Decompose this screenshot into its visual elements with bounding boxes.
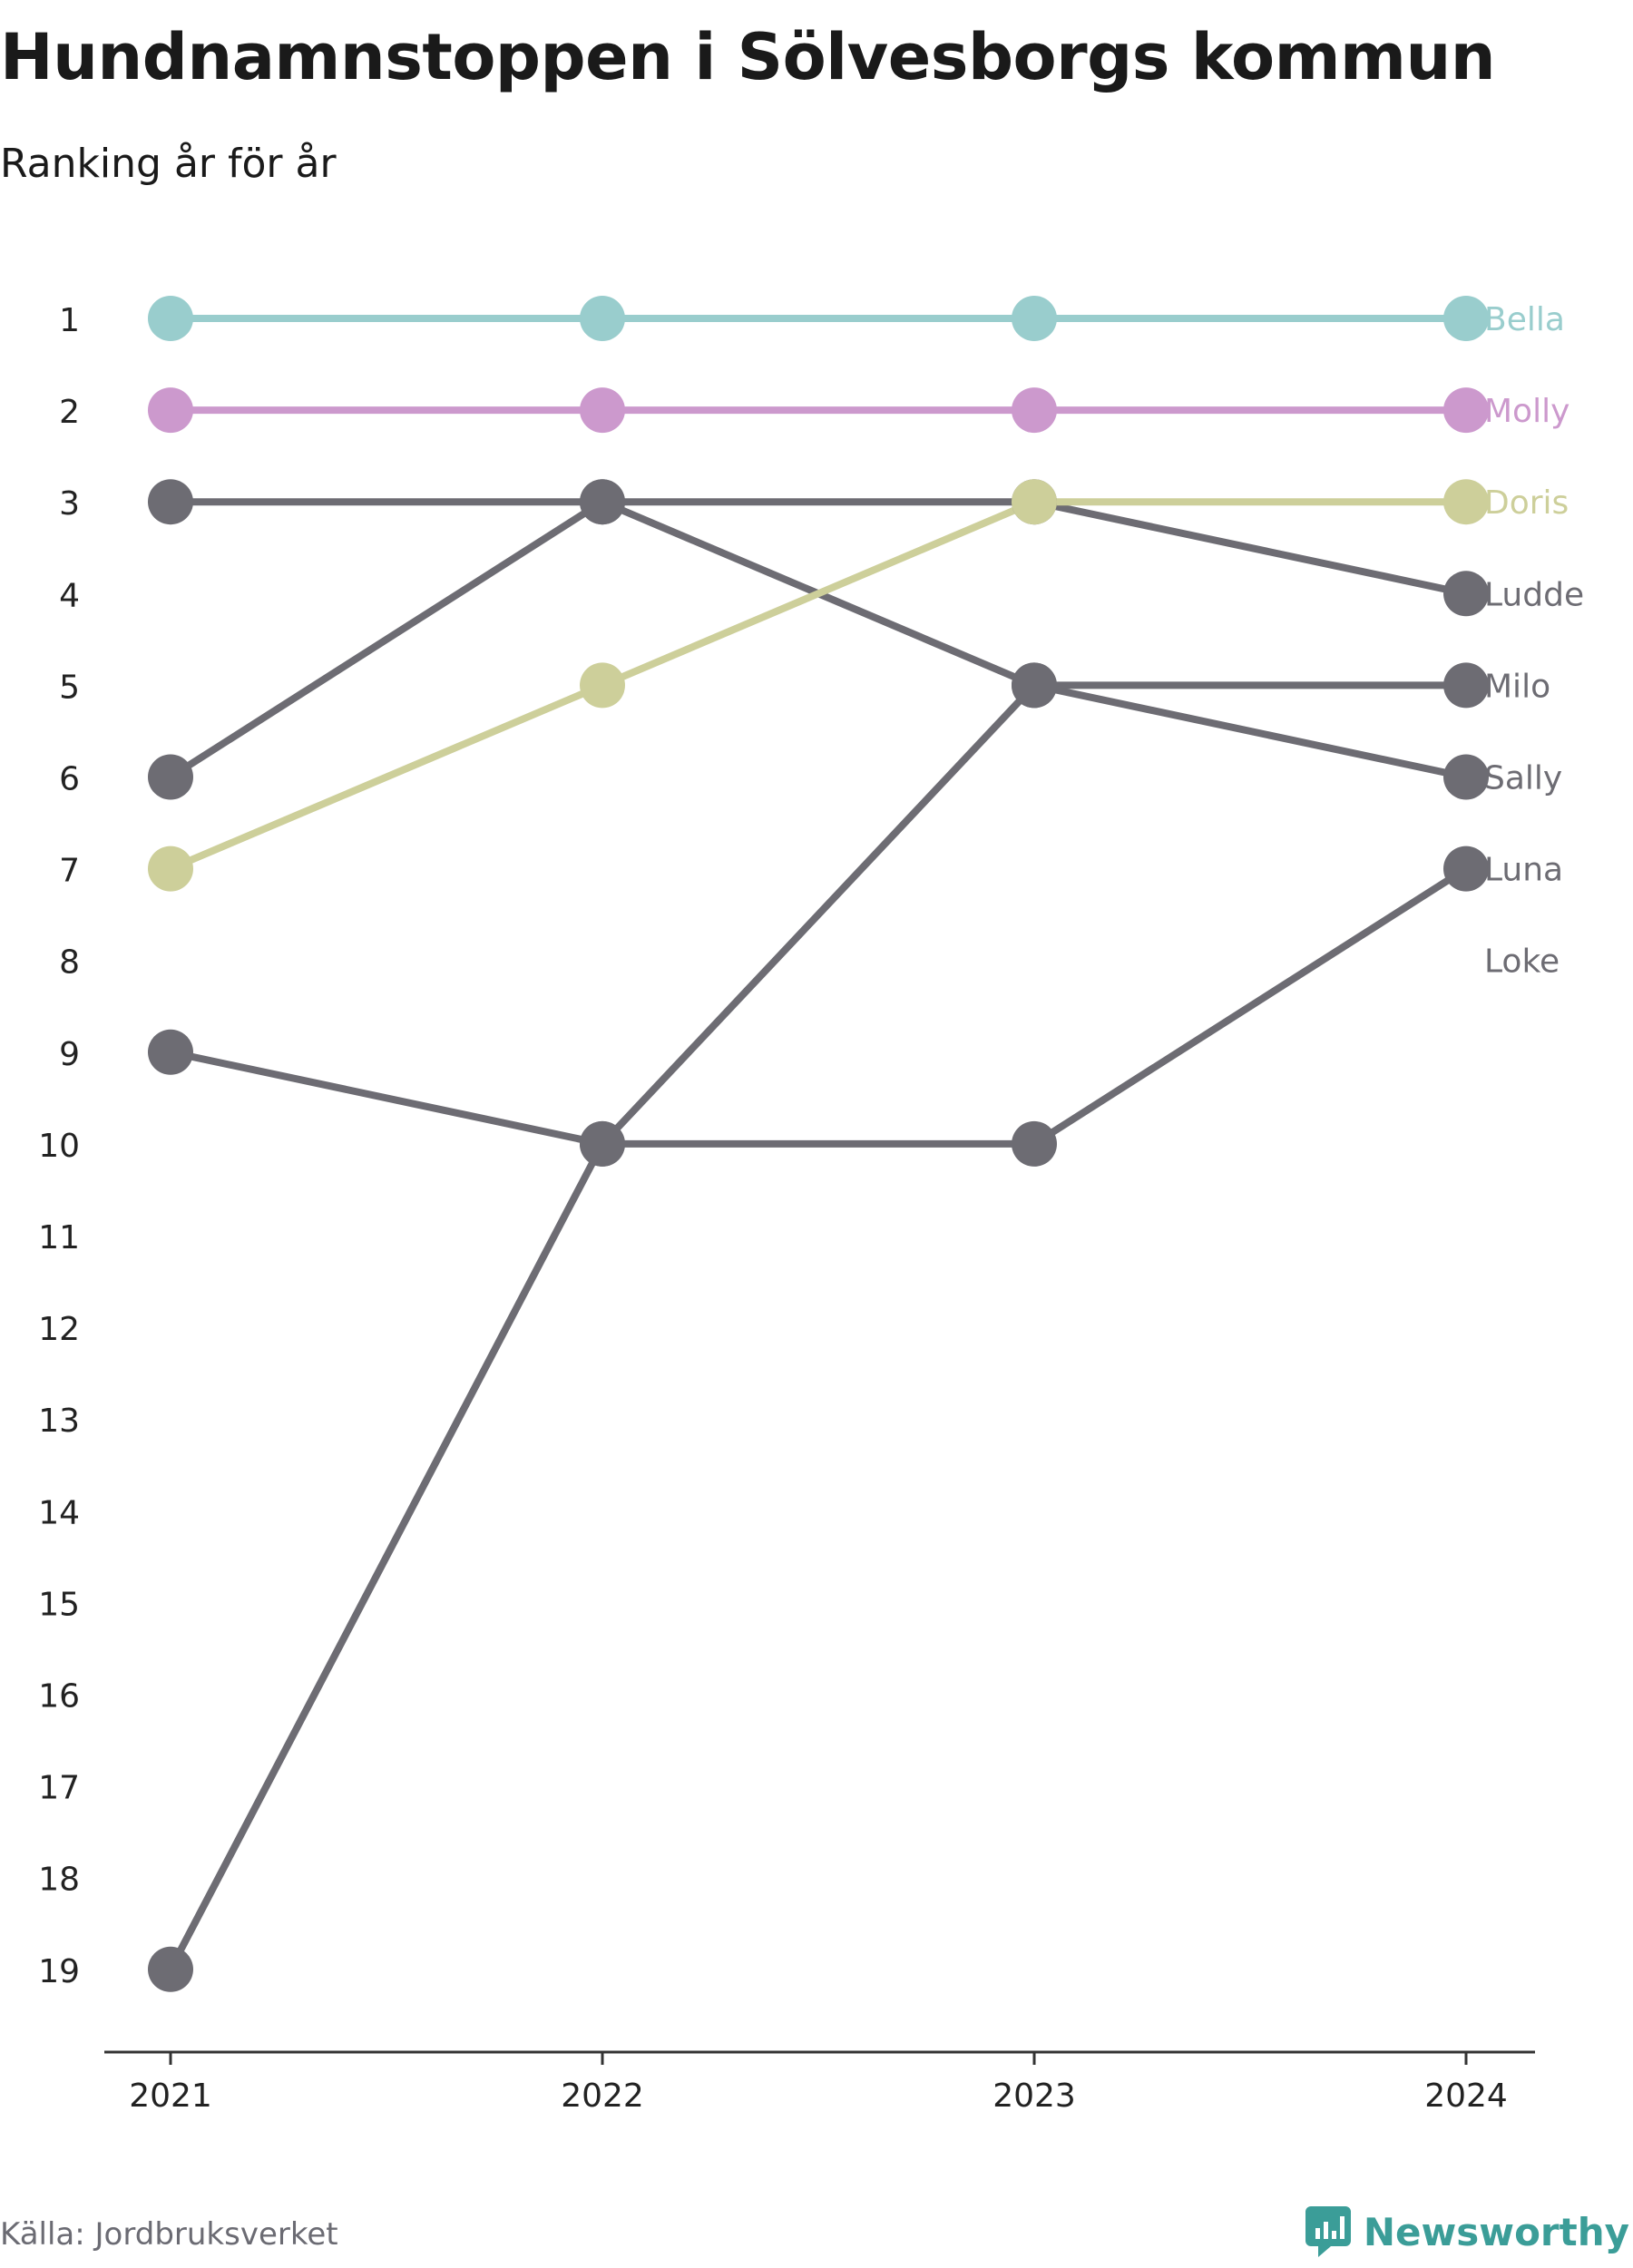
data-point-molly	[1443, 387, 1489, 434]
y-tick-label: 9	[59, 1036, 80, 1073]
data-point-luna	[1443, 846, 1489, 892]
data-point-molly	[148, 387, 193, 434]
data-point-bella	[1443, 296, 1489, 341]
y-tick-label: 4	[59, 577, 80, 614]
series-line-milo	[167, 681, 1470, 1973]
data-point-sally	[148, 479, 193, 525]
x-tick-label: 2023	[993, 2077, 1076, 2115]
series-label-bella: Bella	[1484, 301, 1565, 338]
data-point-bella	[580, 296, 625, 341]
data-point-sally	[580, 479, 625, 525]
x-tick-label: 2022	[561, 2077, 644, 2115]
data-point-bella	[1012, 296, 1057, 341]
data-point-molly	[580, 387, 625, 434]
series-line-ludde	[167, 498, 1470, 781]
data-point-milo	[1443, 662, 1489, 709]
data-point-doris	[580, 662, 625, 709]
data-point-bella	[148, 296, 193, 341]
series-labels: Ludde Milo Sally Luna Loke Doris Molly Bella	[1484, 301, 1584, 981]
y-tick-label: 1	[59, 302, 80, 339]
y-tick-label: 15	[38, 1586, 80, 1623]
series-label-sally: Sally	[1484, 760, 1562, 797]
data-point-milo	[148, 1946, 193, 1992]
series-lines	[167, 315, 1470, 1973]
y-tick-label: 19	[38, 1953, 80, 1990]
series-label-doris: Doris	[1484, 484, 1569, 522]
data-point-ludde	[148, 754, 193, 800]
y-tick-label: 8	[59, 944, 80, 982]
data-point-luna	[580, 1120, 625, 1167]
y-tick-label: 16	[38, 1678, 80, 1716]
data-point-doris	[1443, 479, 1489, 525]
chart-title: Hundnamnstoppen i Sölvesborgs kommun	[0, 20, 1496, 94]
source-note: Källa: Jordbruksverket	[0, 2216, 338, 2253]
series-label-luna: Luna	[1484, 852, 1563, 889]
x-tick-label: 2024	[1424, 2077, 1508, 2115]
x-axis: 2021 2022 2023 2024	[104, 2050, 1535, 2115]
y-tick-label: 12	[38, 1311, 80, 1348]
x-tick-label: 2021	[129, 2077, 212, 2115]
series-label-loke: Loke	[1484, 943, 1560, 981]
data-point-sally	[1443, 754, 1489, 800]
series-line-luna	[167, 865, 1470, 1148]
data-point-luna	[1012, 1120, 1057, 1167]
data-point-molly	[1012, 387, 1057, 434]
y-tick-label: 13	[38, 1403, 80, 1440]
series-points	[148, 296, 1489, 1992]
y-tick-label: 10	[38, 1128, 80, 1165]
newsworthy-icon	[1305, 2206, 1351, 2257]
y-tick-label: 6	[59, 761, 80, 798]
y-tick-label: 17	[38, 1770, 80, 1807]
data-point-doris	[148, 846, 193, 892]
y-tick-label: 3	[59, 485, 80, 523]
series-label-milo: Milo	[1484, 668, 1550, 705]
brand-name: Newsworthy	[1363, 2209, 1629, 2254]
chart-subtitle: Ranking år för år	[0, 141, 337, 187]
data-point-luna	[148, 1029, 193, 1075]
y-tick-label: 18	[38, 1862, 80, 1899]
y-tick-label: 5	[59, 669, 80, 706]
series-label-ludde: Ludde	[1484, 576, 1584, 613]
data-point-doris	[1012, 479, 1057, 525]
y-tick-label: 14	[38, 1494, 80, 1531]
y-tick-label: 11	[38, 1219, 80, 1256]
brand-logo: Newsworthy	[1305, 2206, 1629, 2257]
series-label-molly: Molly	[1484, 393, 1569, 430]
data-point-ludde	[1443, 571, 1489, 617]
series-line-sally	[167, 498, 1470, 781]
y-tick-label: 2	[59, 394, 80, 431]
y-tick-label: 7	[59, 853, 80, 890]
data-point-sally	[1012, 662, 1057, 709]
series-line-doris	[167, 498, 1470, 873]
